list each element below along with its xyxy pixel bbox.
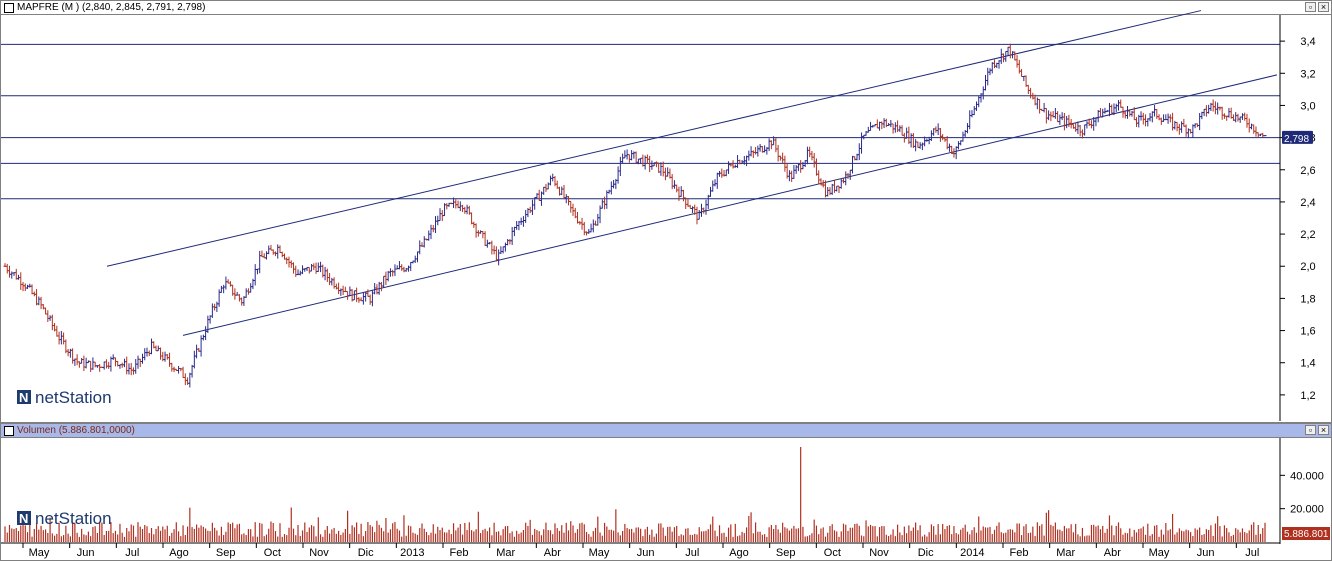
- x-axis-label: Jul: [1245, 547, 1259, 559]
- x-axis-label: Jul: [685, 547, 699, 559]
- volume-pane: Volumen (5.886.801,0000) ▫ × 20.000 40.00…: [0, 423, 1332, 561]
- netstation-logo-volume: N netStation: [17, 509, 112, 528]
- last-price-badge: [1282, 130, 1313, 144]
- close-button[interactable]: ×: [1318, 2, 1329, 12]
- x-axis-label: Jul: [125, 547, 139, 559]
- x-axis-label: Ago: [169, 547, 189, 559]
- price-pane-title: MAPFRE (M ) (2,840, 2,845, 2,791, 2,798): [17, 2, 206, 13]
- logo-mark-icon: [17, 511, 31, 525]
- price-y-tick-label: 1,6: [1300, 326, 1315, 338]
- price-y-tick-label: 2,6: [1300, 165, 1315, 177]
- x-axis-label: Mar: [1056, 547, 1075, 559]
- volume-chart: 20.000 40.000 May Jun Jul Ago Sep Oct Nov Dic 201…: [1, 438, 1330, 559]
- x-axis-label: May: [1149, 547, 1170, 559]
- logo-mark-icon: [17, 390, 31, 404]
- price-y-tick-label: 2,4: [1300, 197, 1315, 209]
- netstation-logo: N netStation: [17, 388, 112, 407]
- restore-button[interactable]: ▫: [1305, 2, 1316, 12]
- x-axis-label: Feb: [1010, 547, 1029, 559]
- x-axis-label: Feb: [450, 547, 469, 559]
- x-axis-label: Nov: [309, 547, 329, 559]
- last-volume-label: 5.886.801: [1284, 529, 1329, 540]
- x-axis-label: Oct: [264, 547, 281, 559]
- last-price-label: 2,798: [1284, 134, 1309, 145]
- price-pane: MAPFRE (M ) (2,840, 2,845, 2,791, 2,798)…: [0, 0, 1332, 423]
- logo-mark-letter: N: [19, 390, 28, 405]
- x-axis-label: Nov: [869, 547, 889, 559]
- volume-y-tick-label: 20.000: [1290, 504, 1324, 516]
- x-axis-label: 2014: [960, 547, 984, 559]
- x-axis-label: Oct: [824, 547, 841, 559]
- x-axis-label: Jun: [1197, 547, 1215, 559]
- volume-close-button[interactable]: ×: [1318, 425, 1329, 435]
- price-pane-titlebar: MAPFRE (M ) (2,840, 2,845, 2,791, 2,798)…: [1, 1, 1331, 15]
- volume-restore-button[interactable]: ▫: [1305, 425, 1316, 435]
- price-y-tick-label: 1,4: [1300, 358, 1315, 370]
- x-axis-label: Jun: [637, 547, 655, 559]
- price-badge-group: 2,798: [1282, 130, 1313, 145]
- trend-channel-line: [182, 74, 1278, 336]
- price-y-tick-label: 2,2: [1300, 229, 1315, 241]
- price-chart: 1,21,41,61,82,02,22,42,62,83,03,23,4 2,7…: [1, 10, 1316, 421]
- x-axis-label: Ago: [729, 547, 749, 559]
- x-axis-label: May: [29, 547, 50, 559]
- x-axis-label: Mar: [496, 547, 515, 559]
- logo-text: netStation: [35, 388, 112, 407]
- x-axis-label: Abr: [544, 547, 561, 559]
- last-volume-badge: [1282, 527, 1330, 540]
- volume-pane-menu-icon[interactable]: [4, 426, 14, 436]
- volume-pane-titlebar: Volumen (5.886.801,0000) ▫ ×: [1, 424, 1331, 438]
- logo-text: netStation: [35, 509, 112, 528]
- x-axis-label: Sep: [776, 547, 796, 559]
- x-axis-label: Dic: [358, 547, 374, 559]
- x-axis-label: Abr: [1104, 547, 1121, 559]
- pane-menu-icon[interactable]: [4, 3, 14, 13]
- x-axis-label: May: [589, 547, 610, 559]
- trend-channel-line: [106, 10, 1202, 267]
- x-axis-label: Jun: [77, 547, 95, 559]
- price-y-tick-label: 3,0: [1300, 100, 1315, 112]
- volume-y-tick-label: 40.000: [1290, 470, 1324, 482]
- price-y-tick-label: 1,8: [1300, 293, 1315, 305]
- volume-pane-title: Volumen (5.886.801,0000): [17, 425, 135, 436]
- price-y-tick-label: 3,2: [1300, 68, 1315, 80]
- x-axis-label: Dic: [918, 547, 934, 559]
- price-y-tick-label: 1,2: [1300, 390, 1315, 402]
- x-axis-label: 2013: [400, 547, 424, 559]
- price-y-tick-label: 3,4: [1300, 36, 1315, 48]
- logo-mark-letter: N: [19, 511, 28, 526]
- price-y-tick-label: 2,0: [1300, 261, 1315, 273]
- x-axis-label: Sep: [216, 547, 236, 559]
